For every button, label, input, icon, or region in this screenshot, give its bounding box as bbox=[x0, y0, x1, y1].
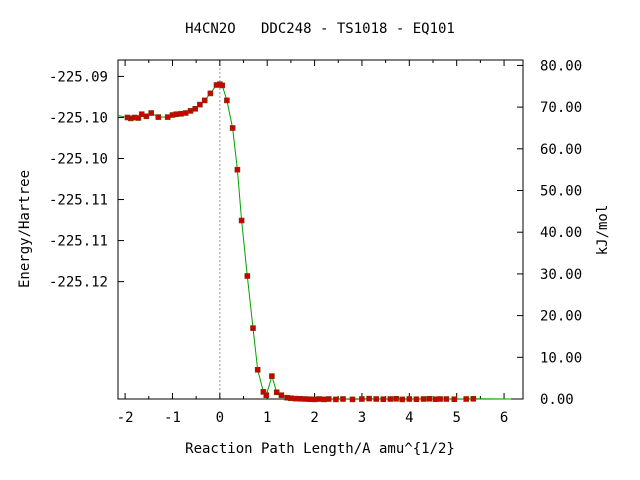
y2-tick-label: 60.00 bbox=[540, 142, 582, 158]
data-point bbox=[173, 111, 180, 117]
data-point bbox=[349, 396, 356, 403]
data-point bbox=[302, 396, 308, 402]
data-point bbox=[238, 217, 245, 224]
y-axis-label-right: kJ/mol bbox=[595, 205, 611, 256]
data-point bbox=[406, 396, 413, 402]
data-point bbox=[387, 396, 394, 402]
data-point bbox=[244, 273, 251, 279]
data-point bbox=[463, 396, 470, 402]
data-point bbox=[432, 396, 439, 403]
x-tick-label: 1 bbox=[263, 410, 271, 426]
energy-curve bbox=[117, 83, 512, 400]
data-point bbox=[437, 396, 443, 402]
data-point bbox=[273, 389, 280, 396]
data-point bbox=[306, 396, 313, 403]
data-point bbox=[207, 90, 214, 97]
data-point bbox=[413, 396, 420, 403]
data-point bbox=[393, 395, 399, 402]
y2-tick-label: 80.00 bbox=[540, 58, 582, 74]
data-point bbox=[269, 373, 275, 379]
data-point bbox=[325, 396, 332, 402]
data-point bbox=[359, 396, 365, 402]
y2-tick-label: 30.00 bbox=[540, 267, 582, 283]
data-point bbox=[143, 113, 150, 120]
data-point bbox=[164, 114, 171, 120]
data-point bbox=[263, 392, 270, 399]
data-point bbox=[333, 396, 339, 403]
data-point bbox=[316, 396, 323, 402]
data-point bbox=[178, 111, 184, 117]
y-tick-label: -225.12 bbox=[49, 275, 108, 291]
x-tick-label: 6 bbox=[500, 410, 508, 426]
data-point bbox=[260, 389, 267, 395]
data-point bbox=[155, 114, 162, 120]
x-tick-label: 5 bbox=[452, 410, 460, 426]
data-point bbox=[420, 396, 427, 402]
data-point bbox=[219, 82, 225, 89]
x-tick-label: 0 bbox=[216, 410, 224, 426]
x-tick-label: 4 bbox=[405, 410, 413, 426]
y-axis-right-ticks: 0.00 10.00 20.00 30.00 40.00 50.00 60.00 70.00 8… bbox=[517, 58, 582, 408]
data-point bbox=[366, 395, 372, 402]
x-axis-label: Reaction Path Length/A amu^{1/2} bbox=[185, 441, 455, 457]
data-point bbox=[470, 395, 477, 402]
data-points bbox=[124, 81, 477, 403]
data-point bbox=[187, 108, 194, 114]
y2-tick-label: 0.00 bbox=[540, 392, 574, 408]
data-point bbox=[234, 166, 241, 173]
data-point bbox=[373, 396, 380, 402]
y-tick-label: -225.11 bbox=[49, 234, 108, 250]
data-point bbox=[224, 97, 230, 104]
data-point bbox=[399, 396, 406, 403]
data-point bbox=[311, 396, 318, 403]
data-point bbox=[292, 395, 299, 402]
y-tick-label: -225.09 bbox=[49, 69, 108, 85]
data-point bbox=[182, 110, 189, 116]
y2-tick-label: 40.00 bbox=[540, 225, 582, 241]
x-tick-label: -1 bbox=[164, 410, 181, 426]
x-tick-label: 3 bbox=[358, 410, 366, 426]
data-point bbox=[380, 396, 387, 403]
x-tick-label: 2 bbox=[310, 410, 318, 426]
y2-tick-label: 20.00 bbox=[540, 309, 582, 325]
y-tick-label: -225.11 bbox=[49, 193, 108, 209]
data-point bbox=[197, 101, 203, 108]
data-point bbox=[278, 392, 285, 399]
x-tick-label: -2 bbox=[117, 410, 134, 426]
y2-tick-label: 70.00 bbox=[540, 100, 582, 116]
y2-tick-label: 50.00 bbox=[540, 184, 582, 200]
data-point bbox=[443, 396, 450, 402]
data-point bbox=[321, 396, 327, 403]
chart-title: H4CN2O DDC248 - TS1018 - EQ101 bbox=[185, 21, 455, 37]
y-tick-label: -225.10 bbox=[49, 151, 108, 167]
y-tick-label: -225.10 bbox=[49, 110, 108, 126]
x-axis-ticks: -2 -1 0 1 2 3 4 5 6 bbox=[117, 60, 508, 426]
data-point bbox=[426, 395, 433, 402]
data-point bbox=[138, 111, 145, 117]
data-point bbox=[297, 395, 304, 402]
plot-area-frame bbox=[117, 59, 524, 400]
y-axis-label-left: Energy/Hartree bbox=[17, 170, 33, 288]
data-point bbox=[135, 115, 142, 121]
data-point bbox=[340, 396, 346, 402]
data-point bbox=[201, 97, 208, 104]
data-point bbox=[148, 110, 154, 116]
y-axis-left-ticks: -225.09 -225.10 -225.10 -225.11 -225.11 -225.… bbox=[49, 69, 124, 291]
data-point bbox=[254, 366, 261, 373]
y2-tick-label: 10.00 bbox=[540, 350, 582, 366]
data-point bbox=[451, 396, 458, 403]
data-point bbox=[192, 106, 198, 112]
data-point bbox=[288, 395, 294, 402]
data-point bbox=[229, 125, 236, 131]
data-point bbox=[250, 325, 256, 331]
